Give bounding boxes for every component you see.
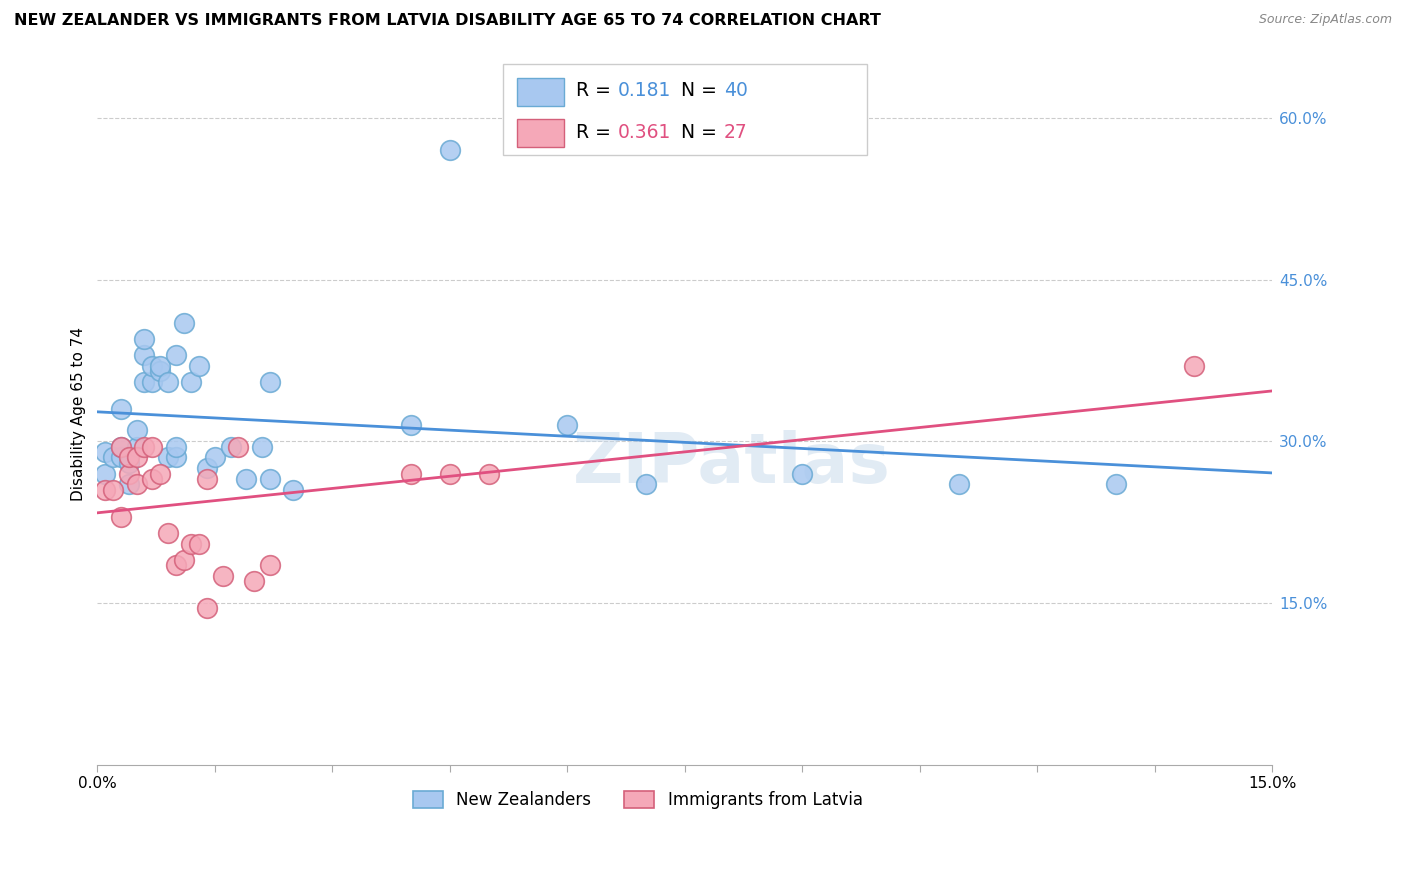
- Text: 0.361: 0.361: [617, 122, 671, 142]
- Point: [110, 509, 132, 524]
- Point: [125, 450, 148, 465]
- Point: [219, 440, 242, 454]
- Point: [173, 316, 195, 330]
- Point: [165, 348, 187, 362]
- Point: [188, 359, 211, 373]
- Point: [283, 483, 305, 497]
- Point: [94, 445, 117, 459]
- Point: [110, 440, 132, 454]
- Point: [204, 450, 226, 465]
- Text: Source: ZipAtlas.com: Source: ZipAtlas.com: [1258, 13, 1392, 27]
- Text: ZIPatlas: ZIPatlas: [572, 430, 891, 497]
- Point: [118, 456, 141, 470]
- Point: [948, 477, 970, 491]
- Point: [180, 536, 202, 550]
- Text: R =: R =: [575, 122, 616, 142]
- Point: [165, 450, 187, 465]
- Point: [195, 601, 218, 615]
- Point: [1182, 359, 1205, 373]
- FancyBboxPatch shape: [503, 64, 868, 155]
- Point: [134, 375, 156, 389]
- Point: [399, 418, 422, 433]
- Point: [259, 472, 281, 486]
- Point: [125, 440, 148, 454]
- Point: [125, 424, 148, 438]
- Y-axis label: Disability Age 65 to 74: Disability Age 65 to 74: [72, 327, 86, 501]
- FancyBboxPatch shape: [517, 78, 564, 106]
- Point: [439, 467, 461, 481]
- Point: [634, 477, 657, 491]
- Point: [94, 467, 117, 481]
- Point: [792, 467, 814, 481]
- Point: [134, 440, 156, 454]
- Text: 40: 40: [724, 81, 748, 100]
- Point: [173, 553, 195, 567]
- Point: [149, 364, 172, 378]
- Point: [101, 450, 124, 465]
- Point: [156, 375, 179, 389]
- Point: [235, 472, 257, 486]
- Point: [259, 558, 281, 573]
- Point: [243, 574, 266, 589]
- Point: [110, 440, 132, 454]
- Text: 0.181: 0.181: [617, 81, 671, 100]
- Text: R =: R =: [575, 81, 616, 100]
- Point: [165, 440, 187, 454]
- Point: [125, 477, 148, 491]
- Point: [156, 450, 179, 465]
- Point: [180, 375, 202, 389]
- Point: [141, 472, 163, 486]
- Point: [557, 418, 579, 433]
- Point: [118, 477, 141, 491]
- Point: [156, 525, 179, 540]
- Point: [259, 375, 281, 389]
- Point: [141, 375, 163, 389]
- Point: [195, 461, 218, 475]
- Point: [399, 467, 422, 481]
- Point: [211, 569, 233, 583]
- Point: [195, 472, 218, 486]
- Point: [228, 440, 250, 454]
- Point: [1104, 477, 1126, 491]
- Text: 27: 27: [724, 122, 748, 142]
- Point: [478, 467, 501, 481]
- Text: N =: N =: [682, 81, 723, 100]
- Point: [149, 359, 172, 373]
- Point: [134, 348, 156, 362]
- Point: [101, 483, 124, 497]
- FancyBboxPatch shape: [517, 119, 564, 146]
- Point: [94, 483, 117, 497]
- Point: [118, 467, 141, 481]
- Point: [141, 440, 163, 454]
- Text: NEW ZEALANDER VS IMMIGRANTS FROM LATVIA DISABILITY AGE 65 TO 74 CORRELATION CHAR: NEW ZEALANDER VS IMMIGRANTS FROM LATVIA …: [14, 13, 882, 29]
- Point: [118, 450, 141, 465]
- Point: [110, 450, 132, 465]
- Point: [250, 440, 273, 454]
- Point: [141, 359, 163, 373]
- Point: [439, 143, 461, 157]
- Point: [110, 401, 132, 416]
- Text: N =: N =: [682, 122, 723, 142]
- Point: [188, 536, 211, 550]
- Point: [134, 332, 156, 346]
- Point: [165, 558, 187, 573]
- Legend: New Zealanders, Immigrants from Latvia: New Zealanders, Immigrants from Latvia: [406, 784, 869, 815]
- Point: [149, 467, 172, 481]
